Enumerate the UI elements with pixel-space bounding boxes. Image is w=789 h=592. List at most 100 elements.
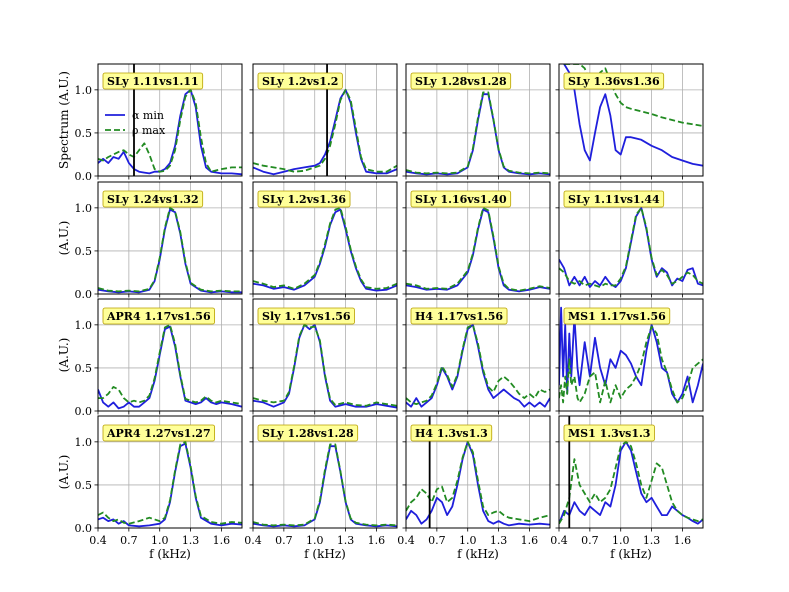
series-group [406, 323, 550, 408]
panel-title-box [410, 424, 493, 442]
x-tick-label: 1.3 [337, 534, 355, 547]
axes-frame [252, 181, 398, 295]
series-rho-max [406, 206, 550, 292]
series-rho-max [564, 64, 703, 127]
panel-title-box [563, 307, 671, 325]
panel-14: 0.4 0.7 1.0 1.3 1.6 f (kHz) SLy 1.28vs1.28 [244, 415, 398, 561]
y-tick-label: 0.5 [75, 127, 93, 140]
axes-frame [405, 181, 551, 295]
panel-11: H4 1.17vs1.56 [402, 298, 551, 415]
panel-title-box [563, 424, 655, 442]
panel-7: SLy 1.16vs1.40 [402, 181, 551, 298]
y-tick-label: 0.5 [75, 362, 93, 375]
panel-4: SLy 1.36vs1.36 [555, 63, 704, 180]
y-tick-label: 0.0 [75, 288, 93, 301]
axes-frame [405, 63, 551, 177]
panel-title: APR4 1.17vs1.56 [106, 310, 211, 323]
x-axis-label: f (kHz) [457, 547, 499, 561]
y-axis-label: (A.U.) [57, 221, 71, 256]
panel-title: SLy 1.11vs1.44 [568, 193, 660, 206]
y-tick-label: 0.5 [75, 479, 93, 492]
y-tick-label: 0.0 [75, 170, 93, 183]
series-group [98, 206, 242, 294]
panel-title: SLy 1.11vs1.11 [107, 75, 199, 88]
axes-frame [97, 415, 243, 529]
series-rho-max [98, 206, 242, 293]
axes-frame [252, 415, 398, 529]
panel-title: Sly 1.17vs1.56 [262, 310, 351, 323]
panel-title-box [102, 424, 216, 442]
panel-title: H4 1.17vs1.56 [415, 310, 503, 323]
y-tick-label: 0.0 [75, 522, 93, 535]
panel-title: APR4 1.27vs1.27 [106, 427, 211, 440]
x-tick-label: 0.4 [397, 534, 415, 547]
series-group [406, 206, 550, 293]
panel-title: MS1 1.3vs1.3 [568, 427, 650, 440]
panel-13: 0.0 0.5 1.0 (A.U.) 0.4 0.7 1.0 1.3 1.6 f (kHz) APR… [57, 415, 243, 561]
axes-frame [405, 298, 551, 412]
y-tick-label: 0.0 [75, 405, 93, 418]
series-group [406, 91, 550, 176]
y-tick-label: 1.0 [75, 319, 93, 332]
x-tick-label: 1.6 [368, 534, 386, 547]
x-tick-label: 1.0 [459, 534, 477, 547]
panel-title-box [102, 307, 216, 325]
panel-title: MS1 1.17vs1.56 [568, 310, 666, 323]
series-rho-max [406, 91, 550, 175]
series-group [253, 443, 397, 528]
series-rho-max [98, 440, 242, 525]
axes-frame [558, 298, 704, 412]
series-group [98, 323, 242, 410]
legend: α min ρ max [105, 109, 166, 137]
x-tick-label: 0.7 [120, 534, 138, 547]
panel-title-box [257, 424, 359, 442]
axes-frame [558, 415, 704, 529]
x-tick-label: 1.6 [521, 534, 539, 547]
axes-frame [252, 298, 398, 412]
series-rho-max [559, 440, 703, 525]
series-rho-max [253, 443, 397, 527]
series-alpha-min [559, 306, 703, 404]
x-tick-label: 1.0 [612, 534, 630, 547]
panel-title-box [563, 190, 665, 208]
panel-title-box [102, 72, 204, 90]
y-tick-label: 1.0 [75, 436, 93, 449]
panel-title: SLy 1.28vs1.28 [262, 427, 354, 440]
x-tick-label: 1.0 [151, 534, 169, 547]
axes-frame [405, 415, 551, 529]
x-tick-label: 0.4 [244, 534, 262, 547]
series-rho-max [98, 88, 242, 173]
series-group [559, 306, 703, 404]
panel-9: 0.0 0.5 1.0 (A.U.) APR4 1.17vs1.56 [57, 298, 243, 418]
panel-title-box [257, 307, 355, 325]
x-tick-label: 1.3 [182, 534, 200, 547]
series-alpha-min [98, 325, 242, 410]
panel-title-box [410, 307, 508, 325]
series-rho-max [406, 323, 550, 406]
x-tick-label: 0.7 [428, 534, 446, 547]
y-tick-label: 1.0 [75, 202, 93, 215]
x-tick-label: 0.4 [550, 534, 568, 547]
y-axis-label: (A.U.) [57, 338, 71, 373]
series-group [253, 206, 397, 292]
series-rho-max [406, 440, 550, 522]
x-axis-label: f (kHz) [149, 547, 191, 561]
panel-5: 0.0 0.5 1.0 (A.U.) SLy 1.24vs1.32 [57, 181, 243, 301]
series-group [563, 64, 703, 167]
panel-1: 0.0 0.5 1.0 Spectrum (A.U.) SLy 1.11vs1.11 α … [57, 63, 243, 183]
panel-title: SLy 1.2vs1.2 [262, 75, 338, 88]
panel-title-box [257, 190, 351, 208]
x-tick-label: 1.6 [674, 534, 692, 547]
legend-label-rho-max: ρ max [132, 124, 166, 137]
series-group [253, 323, 397, 409]
x-tick-label: 0.7 [581, 534, 599, 547]
y-tick-label: 0.5 [75, 245, 93, 258]
panel-title-box [257, 72, 343, 90]
panel-2: SLy 1.2vs1.2 [249, 63, 398, 180]
x-axis-label: f (kHz) [610, 547, 652, 561]
series-alpha-min [563, 64, 703, 167]
axes-frame [558, 63, 704, 177]
x-tick-label: 1.3 [490, 534, 508, 547]
panel-6: SLy 1.2vs1.36 [249, 181, 398, 298]
